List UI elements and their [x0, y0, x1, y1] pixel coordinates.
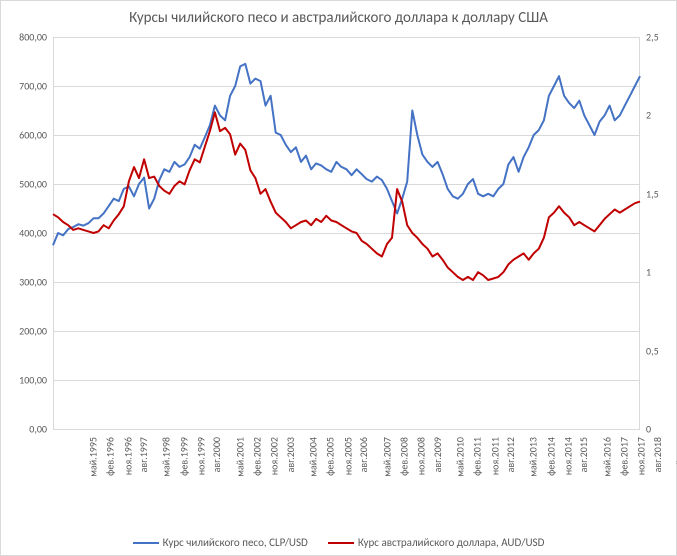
- x-tick-label: фев.1996: [104, 437, 117, 476]
- x-tick-label: фев.2017: [617, 437, 630, 476]
- x-tick-label: май.2010: [453, 437, 466, 477]
- x-tick-label: фев.2008: [397, 437, 410, 476]
- y-left-tick-label: 700,00: [1, 80, 47, 93]
- x-tick-label: авг.2012: [504, 437, 517, 472]
- x-tick-label: май.2001: [233, 437, 246, 477]
- y-right-tick-label: 2: [646, 109, 651, 122]
- x-tick-label: май.2007: [380, 437, 393, 477]
- plot-area: 0,00100,00200,00300,00400,00500,00600,00…: [53, 37, 640, 429]
- y-left-tick-label: 500,00: [1, 178, 47, 191]
- x-tick-label: ноя.2002: [268, 437, 281, 475]
- legend-label: Курс чилийского песо, CLP/USD: [163, 536, 308, 549]
- x-tick-label: авг.2009: [430, 437, 443, 472]
- x-tick-label: авг.2018: [651, 437, 664, 472]
- series-line: [53, 112, 640, 280]
- y-right-tick-label: 1,5: [646, 187, 659, 200]
- series-line: [53, 64, 640, 245]
- x-tick-label: авг.2006: [357, 437, 370, 472]
- x-tick-label: авг.2000: [210, 437, 223, 472]
- x-tick-label: ноя.2005: [341, 437, 354, 475]
- series-svg: [53, 37, 640, 429]
- y-left-tick-label: 800,00: [1, 31, 47, 44]
- y-left-tick-label: 300,00: [1, 276, 47, 289]
- x-tick-label: май.2016: [600, 437, 613, 477]
- y-right-tick-label: 1: [646, 266, 651, 279]
- y-left-tick-label: 200,00: [1, 325, 47, 338]
- x-tick-label: ноя.1999: [195, 437, 208, 475]
- x-tick-label: авг.2015: [577, 437, 590, 472]
- x-tick-label: ноя.1996: [121, 437, 134, 475]
- x-tick-label: ноя.2014: [562, 437, 575, 475]
- x-tick-label: фев.1999: [177, 437, 190, 476]
- x-tick-label: фев.2005: [324, 437, 337, 476]
- x-tick-label: ноя.2008: [415, 437, 428, 475]
- chart-title: Курсы чилийского песо и австралийского д…: [1, 1, 676, 31]
- x-tick-label: май.2004: [306, 437, 319, 477]
- y-right-tick-label: 2,5: [646, 31, 659, 44]
- y-right-tick-label: 0,5: [646, 344, 659, 357]
- y-left-tick-label: 100,00: [1, 374, 47, 387]
- gridline-h: [53, 429, 640, 430]
- y-left-tick-label: 600,00: [1, 129, 47, 142]
- y-left-tick-label: 0,00: [1, 423, 47, 436]
- x-tick-label: фев.2002: [250, 437, 263, 476]
- x-tick-label: май.1998: [160, 437, 173, 477]
- x-tick-label: май.2013: [527, 437, 540, 477]
- x-tick-label: ноя.2011: [488, 437, 501, 475]
- x-tick-label: май.1995: [86, 437, 99, 477]
- legend-item: Курс австралийского доллара, AUD/USD: [328, 536, 545, 549]
- legend-label: Курс австралийского доллара, AUD/USD: [358, 536, 545, 549]
- x-tick-label: ноя.2017: [635, 437, 648, 475]
- y-right-tick-label: 0: [646, 423, 651, 436]
- chart-container: Курсы чилийского песо и австралийского д…: [0, 0, 677, 556]
- legend: Курс чилийского песо, CLP/USD Курс австра…: [1, 536, 676, 549]
- legend-item: Курс чилийского песо, CLP/USD: [133, 536, 308, 549]
- legend-swatch: [133, 542, 159, 544]
- x-tick-label: авг.2003: [284, 437, 297, 472]
- x-tick-label: фев.2014: [544, 437, 557, 476]
- x-tick-label: май.2019: [673, 437, 677, 477]
- x-tick-label: фев.2011: [471, 437, 484, 476]
- x-tick-label: авг.1997: [137, 437, 150, 472]
- y-left-tick-label: 400,00: [1, 227, 47, 240]
- legend-swatch: [328, 542, 354, 544]
